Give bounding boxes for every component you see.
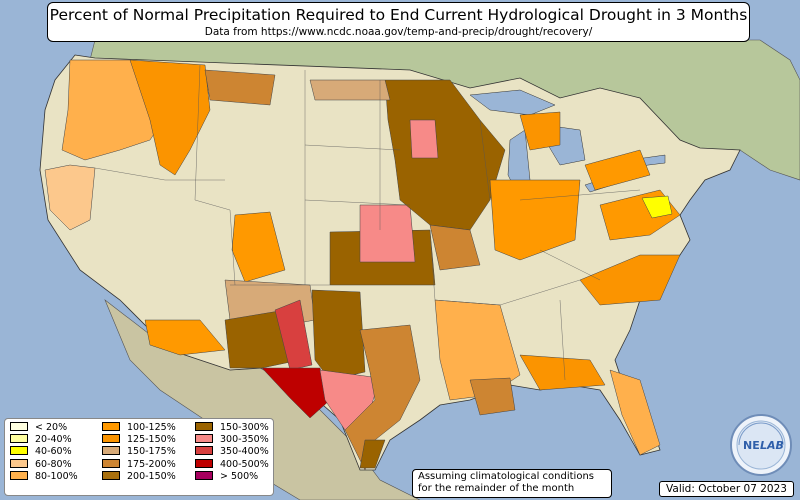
state-borders — [94, 64, 641, 381]
legend-column-1: < 20% 20-40% 40-60% 60-80% 80-100% — [10, 422, 78, 483]
region-maryland — [641, 195, 673, 219]
region-nm-severe — [274, 299, 313, 371]
title-box: Percent of Normal Precipitation Required… — [47, 2, 750, 42]
legend-swatch — [10, 434, 28, 444]
legend-label: 175-200% — [127, 458, 176, 470]
nexlab-logo: NE LAB — [730, 414, 792, 476]
legend-item: 300-350% — [195, 434, 269, 446]
region-gulf-coast — [519, 354, 606, 391]
region-north-dakota — [309, 79, 391, 101]
legend-column-3: 150-300% 300-350% 350-400% 400-500% > 500% — [195, 422, 269, 483]
region-montana — [204, 69, 276, 106]
region-colorado — [231, 211, 286, 283]
lake-superior — [469, 89, 556, 116]
legend-label: > 500% — [220, 470, 259, 482]
legend-label: 100-125% — [127, 422, 176, 433]
region-arizona — [144, 319, 226, 356]
legend-swatch — [195, 434, 213, 444]
region-east-texas — [344, 324, 421, 471]
legend-label: 125-150% — [127, 434, 176, 446]
map-subtitle: Data from https://www.ncdc.noaa.gov/temp… — [204, 26, 593, 38]
region-louisiana — [469, 377, 516, 416]
legend-item: 400-500% — [195, 458, 269, 471]
legend-swatch — [10, 446, 28, 456]
legend-item: 125-150% — [102, 434, 176, 446]
region-missouri — [429, 224, 481, 271]
legend-swatch — [102, 434, 120, 444]
legend-label: < 20% — [35, 422, 68, 433]
assumption-note: Assuming climatological conditions for t… — [412, 469, 612, 498]
legend-label: 20-40% — [35, 434, 72, 446]
legend-label: 200-150% — [127, 470, 176, 482]
legend-item: 100-125% — [102, 422, 176, 434]
legend-swatch — [195, 422, 213, 431]
legend-swatch — [195, 458, 213, 468]
legend-item: 200-150% — [102, 470, 176, 483]
region-minnesota-severe — [409, 119, 439, 159]
legend-item: 60-80% — [10, 458, 78, 471]
legend-label: 60-80% — [35, 458, 72, 470]
legend-item: 350-400% — [195, 446, 269, 458]
logo-text-ne: NE — [743, 439, 760, 452]
legend-label: 400-500% — [220, 458, 269, 470]
region-florida — [609, 369, 661, 456]
region-northern-california — [44, 164, 96, 231]
legend-swatch — [10, 470, 28, 480]
legend-swatch — [10, 422, 28, 431]
legend-swatch — [195, 470, 213, 480]
legend-item: 40-60% — [10, 446, 78, 458]
region-kansas-severe — [359, 204, 416, 263]
region-ohio-valley — [489, 179, 581, 261]
region-south-texas — [359, 439, 386, 469]
map-title: Percent of Normal Precipitation Required… — [49, 6, 748, 24]
legend-swatch — [102, 470, 120, 480]
region-texas-panhandle — [311, 289, 366, 381]
legend-label: 350-400% — [220, 446, 269, 458]
legend-swatch — [195, 446, 213, 456]
legend-label: 80-100% — [35, 470, 78, 482]
note-line-2: for the remainder of the month — [418, 483, 575, 494]
legend-swatch — [10, 458, 28, 468]
legend-item: 20-40% — [10, 434, 78, 446]
legend-item: > 500% — [195, 470, 269, 483]
legend-column-2: 100-125% 125-150% 150-175% 175-200% 200-150% — [102, 422, 176, 483]
legend-item: 175-200% — [102, 458, 176, 471]
legend-label: 300-350% — [220, 434, 269, 446]
legend: < 20% 20-40% 40-60% 60-80% 80-100% 100-125% 1… — [4, 418, 274, 496]
region-west-texas-extreme — [261, 367, 331, 419]
region-michigan — [519, 111, 561, 151]
valid-date: Valid: October 07 2023 — [659, 481, 794, 497]
legend-swatch — [102, 422, 120, 431]
logo-text-lab: LAB — [760, 439, 784, 452]
legend-label: 150-300% — [220, 422, 269, 433]
region-carolinas — [579, 254, 681, 306]
legend-item: 150-175% — [102, 446, 176, 458]
legend-swatch — [102, 446, 120, 456]
legend-item: 80-100% — [10, 470, 78, 483]
legend-item: 150-300% — [195, 422, 269, 434]
note-line-1: Assuming climatological conditions — [418, 471, 594, 482]
region-pennsylvania-ny — [584, 149, 651, 191]
legend-label: 40-60% — [35, 446, 72, 458]
legend-label: 150-175% — [127, 446, 176, 458]
legend-swatch — [102, 458, 120, 468]
legend-item: < 20% — [10, 422, 78, 434]
